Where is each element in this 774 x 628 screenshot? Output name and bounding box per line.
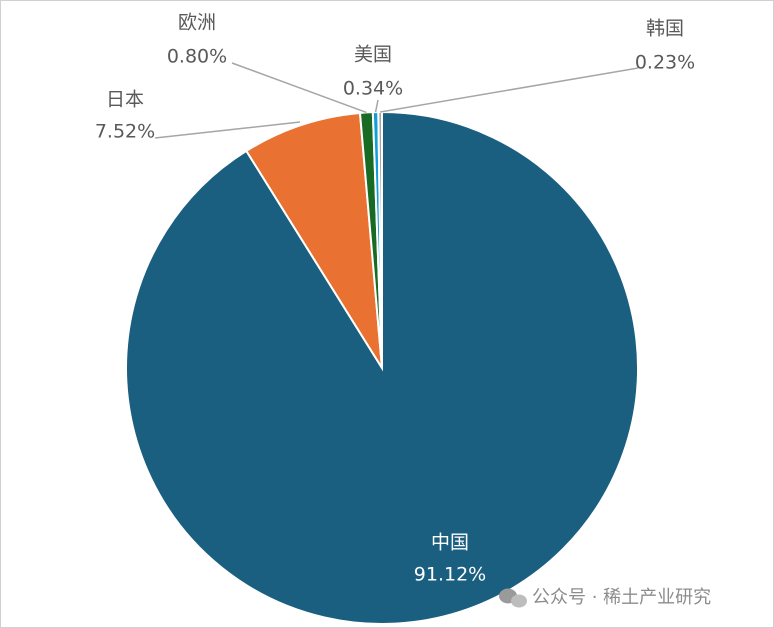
slice-label: 美国 bbox=[354, 44, 392, 66]
value-label: 91.12% bbox=[414, 564, 486, 586]
watermark-icon bbox=[499, 588, 527, 608]
slice-label: 欧洲 bbox=[178, 12, 216, 34]
value-label: 0.80% bbox=[167, 46, 227, 68]
leader-line bbox=[154, 121, 301, 139]
leader-line bbox=[380, 67, 639, 113]
leader-line bbox=[374, 99, 379, 113]
leader-line bbox=[231, 62, 367, 114]
watermark: 公众号 · 稀土产业研究 bbox=[532, 587, 711, 608]
value-label: 7.52% bbox=[95, 121, 155, 143]
slice-label: 韩国 bbox=[646, 18, 684, 40]
pie-slice bbox=[244, 111, 383, 369]
slice-label: 中国 bbox=[431, 532, 469, 554]
slice-label: 日本 bbox=[106, 89, 144, 111]
value-label: 0.34% bbox=[343, 78, 403, 100]
value-label: 0.23% bbox=[635, 52, 695, 74]
